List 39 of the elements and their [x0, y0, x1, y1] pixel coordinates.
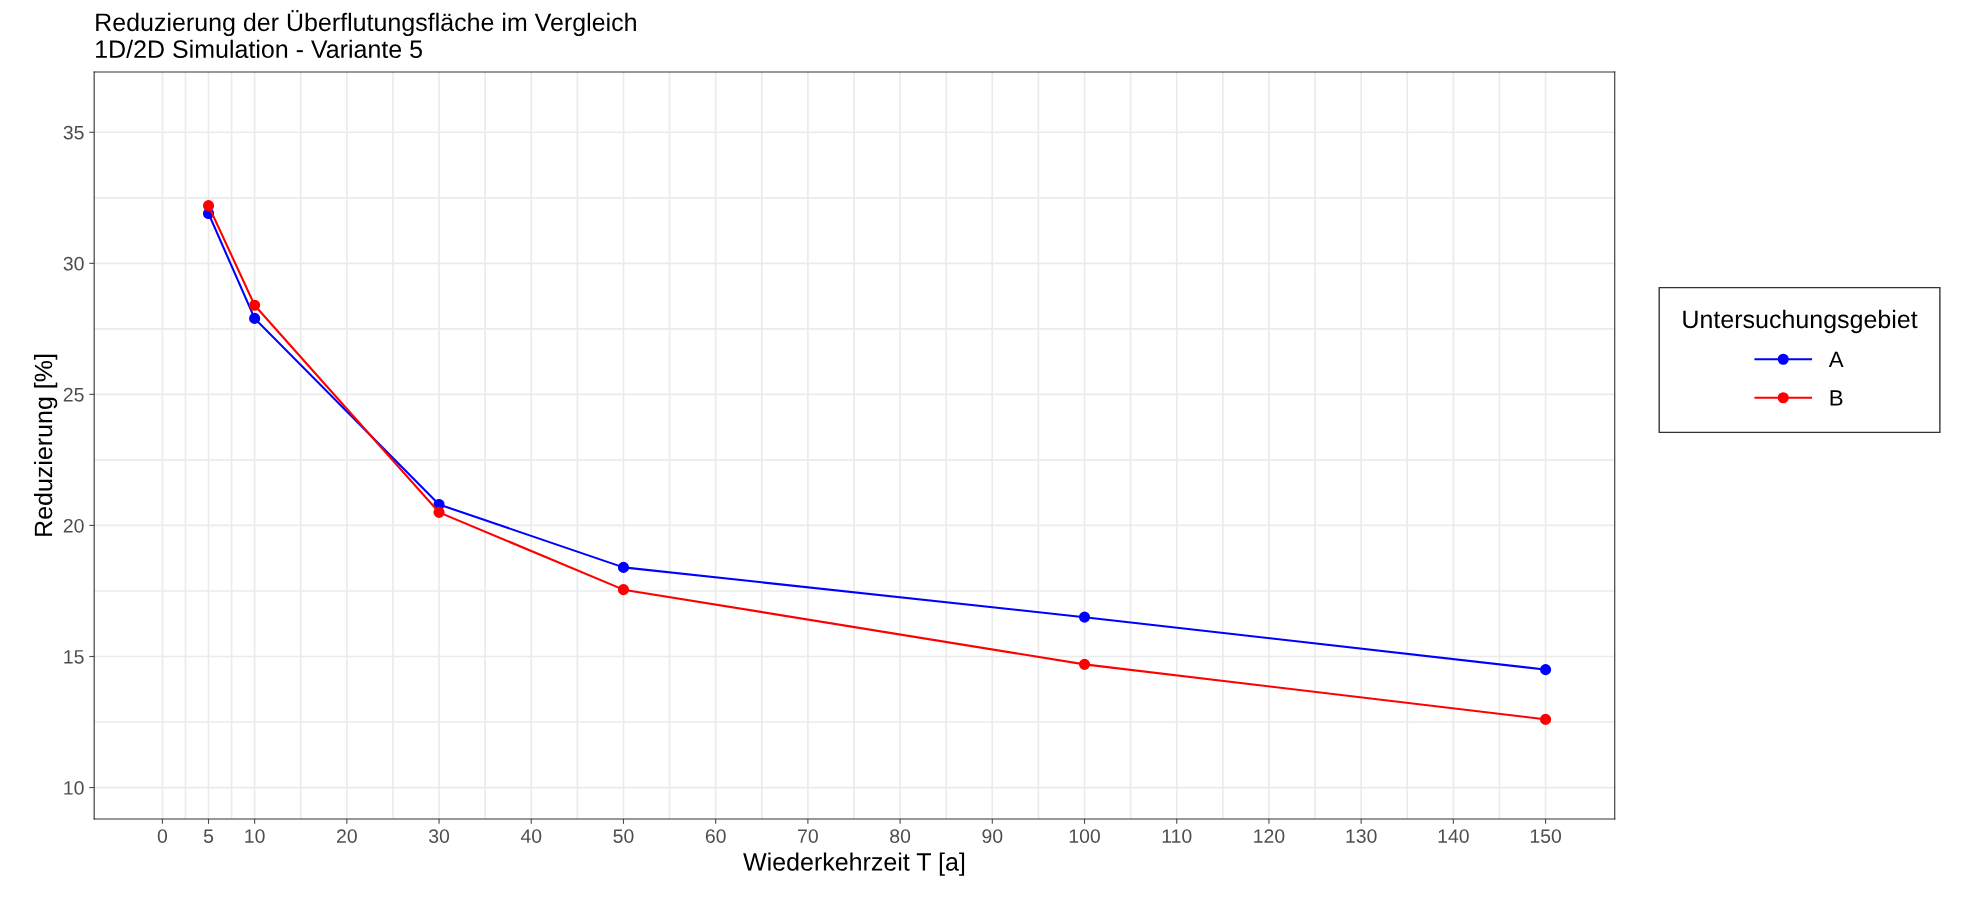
y-tick-label: 10: [64, 781, 84, 795]
x-tick-label: 0: [157, 829, 168, 843]
x-tick-label: 120: [1254, 829, 1285, 843]
point: [249, 312, 261, 324]
y-tick-label: 20: [63, 518, 84, 533]
x-tick-label: 10: [245, 829, 265, 843]
point: [1540, 713, 1552, 725]
x-tick-label: 20: [337, 829, 357, 843]
legend-label: B: [1830, 390, 1843, 406]
x-tick-label: 140: [1438, 829, 1469, 843]
chart-title: Reduzierung der Überflutungsfläche im Vergleich 1D/2D Simulation - Variante 5: [96, 9, 636, 59]
x-tick-label: 150: [1530, 829, 1562, 843]
x-tick-label: 5: [203, 829, 214, 843]
legend-title: Untersuchungsgebiet: [1683, 309, 1918, 334]
y-tick-label: 35: [63, 125, 84, 140]
x-tick-label: 110: [1162, 829, 1192, 843]
x-tick-label: 30: [428, 829, 450, 843]
y-axis-title: Reduzierung [%]: [33, 354, 58, 536]
point: [1540, 664, 1552, 676]
y-tick-label: 30: [63, 256, 84, 271]
x-tick-label: 100: [1069, 829, 1100, 843]
y-tick-label: 15: [64, 650, 84, 664]
point: [617, 584, 630, 596]
point: [1078, 611, 1091, 623]
point: [1078, 658, 1091, 670]
x-tick-label: 130: [1346, 829, 1377, 843]
legend-label: A: [1828, 351, 1844, 368]
x-tick-label: 80: [890, 829, 911, 843]
x-axis-title: Wiederkehrzeit T [a]: [743, 852, 965, 876]
x-tick-label: 90: [982, 829, 1003, 843]
x-tick-label: 50: [613, 829, 634, 843]
x-tick-label: 40: [520, 829, 542, 843]
y-tick-label: 25: [63, 387, 84, 402]
x-tick-label: 60: [705, 829, 726, 843]
point: [433, 506, 445, 518]
point: [617, 561, 630, 573]
point: [202, 200, 215, 212]
x-tick-label: 70: [798, 829, 818, 843]
point: [249, 299, 261, 311]
